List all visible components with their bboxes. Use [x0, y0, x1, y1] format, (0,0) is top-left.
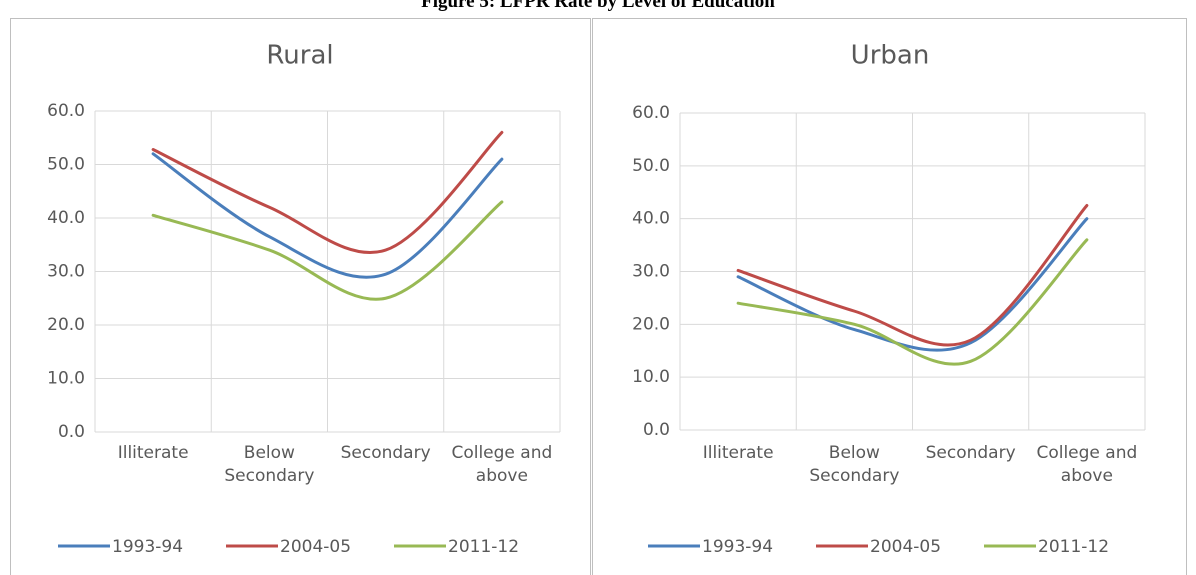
x-tick-label: College and above [451, 443, 553, 486]
series-line [736, 238, 1089, 366]
y-tick-label: 10.0 [47, 369, 85, 389]
y-tick-label: 60.0 [47, 101, 85, 121]
y-tick-label: 40.0 [47, 208, 85, 228]
chart-title: Urban [851, 41, 930, 71]
series-line [151, 130, 504, 254]
legend-label: 1993-94 [702, 537, 773, 557]
legend-label: 1993-94 [112, 537, 183, 557]
y-tick-label: 0.0 [58, 422, 85, 442]
legend-label: 2004-05 [870, 537, 941, 557]
x-tick-label: Secondary [925, 443, 1016, 463]
chart-title: Rural [266, 41, 333, 71]
legend-label: 2011-12 [1038, 537, 1109, 557]
x-tick-label: Illiterate [702, 443, 774, 463]
figure-title: Figure 5: LFPR Rate by Level of Educatio… [421, 0, 775, 12]
series-line [151, 200, 504, 301]
y-tick-label: 50.0 [47, 155, 85, 175]
y-tick-label: 10.0 [632, 367, 670, 387]
panel-border [10, 18, 591, 575]
series-line [736, 217, 1089, 352]
legend-label: 2004-05 [280, 537, 351, 557]
x-tick-label: Secondary [340, 443, 431, 463]
y-tick-label: 50.0 [632, 156, 670, 176]
y-tick-label: 30.0 [632, 262, 670, 282]
y-tick-label: 20.0 [632, 314, 670, 334]
y-tick-label: 30.0 [47, 262, 85, 282]
x-tick-label: Illiterate [117, 443, 189, 463]
series-line [736, 203, 1089, 347]
x-tick-label: College and above [1036, 443, 1138, 486]
panel-border [592, 18, 1187, 575]
y-tick-label: 40.0 [632, 209, 670, 229]
series-line [151, 152, 504, 279]
legend-label: 2011-12 [448, 537, 519, 557]
y-tick-label: 0.0 [643, 420, 670, 440]
x-tick-label: Below Secondary [224, 443, 315, 486]
x-tick-label: Below Secondary [809, 443, 900, 486]
y-tick-label: 20.0 [47, 315, 85, 335]
y-tick-label: 60.0 [632, 103, 670, 123]
